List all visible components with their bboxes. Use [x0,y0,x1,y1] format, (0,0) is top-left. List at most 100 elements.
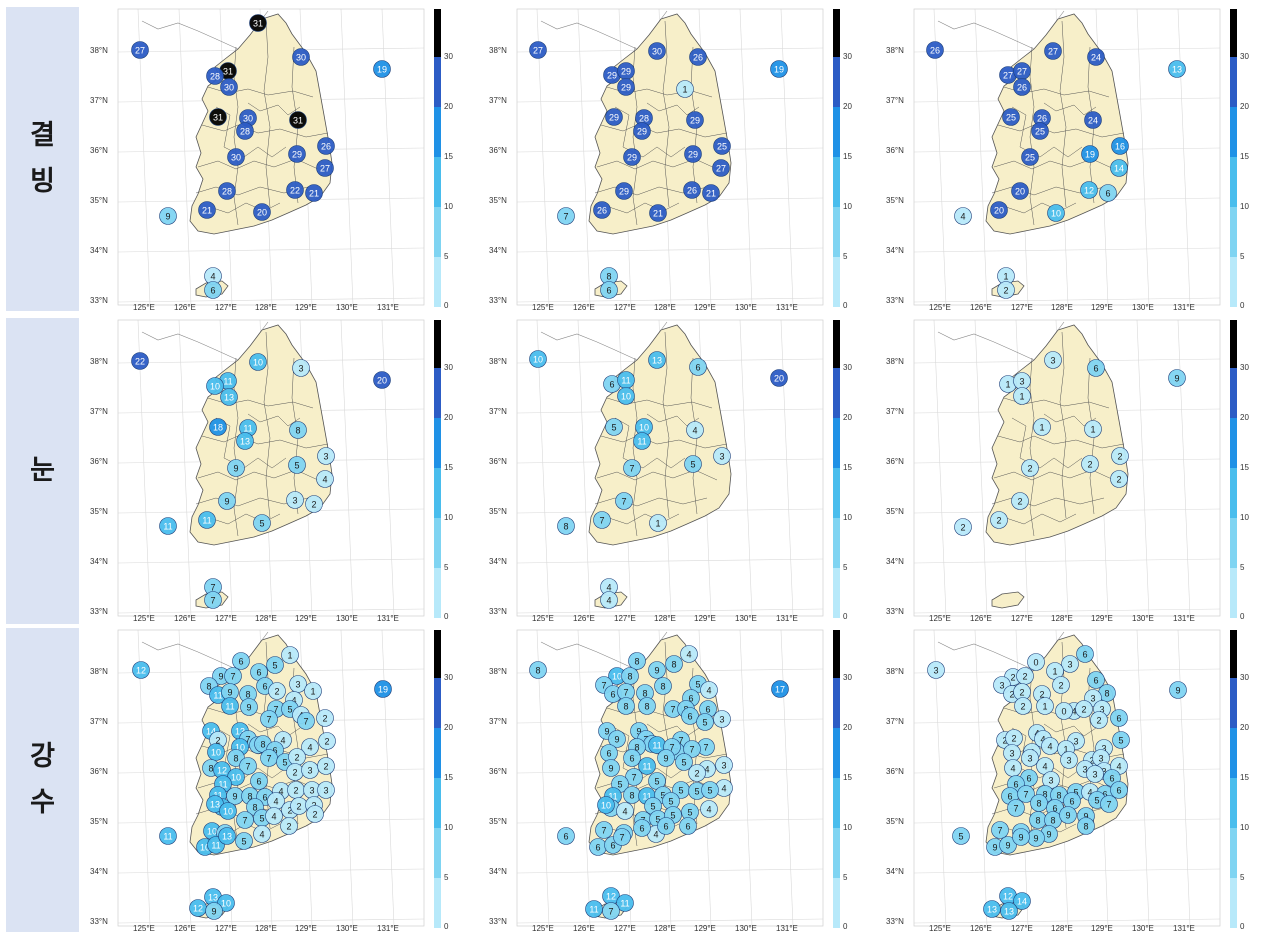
colorbar-tick-label: 0 [1240,612,1245,621]
colorbar-segment [1230,518,1237,568]
province-boundary [600,435,728,449]
station-marker: 6 [623,749,641,767]
station-marker: 2 [1052,676,1070,694]
station-value: 7 [563,212,568,222]
station-marker: 9 [1169,681,1187,699]
row-label-rain: 강 수 [6,628,79,932]
colorbar-tick-label: 10 [843,823,852,832]
station-marker: 8 [623,786,641,804]
colorbar-segment [833,630,840,678]
colorbar-tick-label: 30 [444,673,453,682]
colorbar-tick-label: 0 [1240,301,1245,310]
station-marker: 4 [954,207,972,225]
station-value: 9 [1005,841,1010,851]
province-boundary [997,124,1125,138]
station-marker: 9 [657,749,675,767]
station-value: 11 [163,522,172,532]
station-marker: 18 [209,418,227,436]
map-canvas: 38°N 37°N 36°N 35°N 34°N 33°N 125°E 126°E 127°E 1… [489,319,852,622]
station-value: 2 [215,736,220,746]
station-marker: 3 [1061,655,1079,673]
station-marker: 29 [617,78,635,96]
longitude-label: 129°E [295,924,317,932]
station-value: 5 [687,808,692,818]
province-boundary [632,357,638,537]
station-marker: 4 [686,421,704,439]
station-marker: 8 [665,655,683,673]
station-marker: 3 [1013,372,1031,390]
station-value: 25 [1035,127,1045,137]
longitude-gridline [340,320,354,616]
station-marker: 11 [616,894,634,912]
station-value: 21 [202,206,212,216]
station-marker: 7 [613,828,631,846]
station-marker: 13 [218,827,236,845]
station-value: 2 [287,806,292,816]
station-value: 8 [233,754,238,764]
colorbar-segment [434,320,441,368]
station-marker: 31 [209,108,227,126]
station-marker: 1 [281,646,299,664]
station-value: 21 [653,209,663,219]
station-marker: 8 [529,661,547,679]
station-value: 2 [323,762,328,772]
station-value: 1 [1005,380,1010,390]
station-value: 7 [669,743,674,753]
station-value: 6 [695,363,700,373]
station-marker: 5 [235,832,253,850]
station-value: 10 [223,807,233,817]
station-marker: 7 [204,591,222,609]
row-label-snow: 눈 [6,318,79,624]
station-marker: 6 [250,772,268,790]
colorbar-segment [833,828,840,878]
station-value: 7 [621,497,626,507]
station-value: 8 [606,272,611,282]
map-canvas: 38°N 37°N 36°N 35°N 34°N 33°N 125°E 126°E 127°E 1… [886,319,1249,622]
station-marker: 6 [1087,671,1105,689]
station-value: 21 [706,189,716,199]
colorbar-tick-label: 5 [444,563,449,572]
station-value: 1 [310,687,315,697]
station-value: 8 [1050,816,1055,826]
colorbar-segment [1230,468,1237,518]
station-marker: 11 [159,827,177,845]
map-frame [913,629,1221,927]
station-value: 1 [1090,425,1095,435]
station-marker: 8 [1098,684,1116,702]
colorbar-segment [1230,630,1237,678]
longitude-label: 127°E [614,303,636,311]
longitude-gridline [137,630,151,926]
station-value: 4 [606,596,611,606]
colorbar-segment [833,368,840,418]
latitude-label: 35°N [886,196,904,205]
station-value: 9 [1065,811,1070,821]
latitude-label: 36°N [489,767,507,776]
station-marker: 3 [1044,351,1062,369]
longitude-label: 131°E [1173,614,1195,622]
station-value: 3 [298,364,303,374]
longitude-label: 129°E [1091,303,1113,311]
latitude-label: 33°N [489,607,507,616]
station-marker: 7 [236,811,254,829]
colorbar-tick-label: 0 [843,301,848,310]
station-value: 8 [247,792,252,802]
longitude-label: 129°E [1091,924,1113,932]
station-value: 4 [307,743,312,753]
station-marker: 9 [227,459,245,477]
station-marker: 4 [1004,759,1022,777]
station-value: 8 [627,672,632,682]
colorbar-segment [833,107,840,157]
station-value: 3 [1092,770,1097,780]
station-value: 9 [246,703,251,713]
station-marker: 8 [289,421,307,439]
station-marker: 31 [249,14,267,32]
latitude-gridline [118,868,424,874]
station-value: 3 [719,452,724,462]
station-marker: 3 [1021,749,1039,767]
station-value: 10 [533,355,543,365]
station-marker: 3 [317,447,335,465]
station-marker: 8 [1077,817,1095,835]
latitude-label: 38°N [90,667,108,676]
station-marker: 10 [1047,204,1065,222]
jeju-island [991,591,1025,609]
